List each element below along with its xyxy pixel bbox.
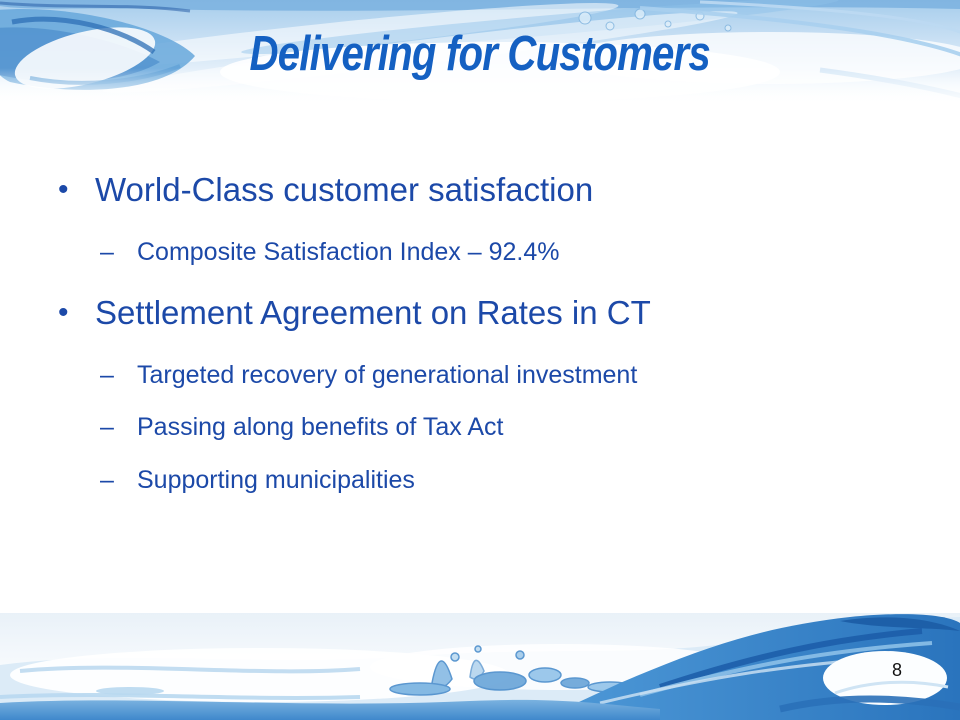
bullet-item: • Settlement Agreement on Rates in CT [58,295,651,331]
bullet-dot: • [58,173,69,206]
bullet-dash: – [100,238,114,266]
sub-bullet-text: Supporting municipalities [137,466,415,494]
sub-bullet-text: Passing along benefits of Tax Act [137,413,504,441]
bullet-dot: • [58,296,69,329]
page-number: 8 [891,660,902,680]
water-art-bottom-svg [0,613,960,720]
bullet-dash: – [100,466,114,494]
bullet-text: World-Class customer satisfaction [95,171,594,208]
sub-bullet-text: Targeted recovery of generational invest… [137,361,638,389]
sub-bullet-text: Composite Satisfaction Index – 92.4% [137,238,560,266]
title-area: Delivering for Customers [0,30,960,79]
sub-bullet-item: – Supporting municipalities [100,465,415,495]
splash-droplets [389,645,633,696]
bullet-dash: – [100,413,114,441]
sub-bullet-item: – Passing along benefits of Tax Act [100,412,503,442]
sub-bullet-item: – Targeted recovery of generational inve… [100,360,637,390]
bullet-dash: – [100,361,114,389]
water-banner-top [0,0,960,108]
slide-title: Delivering for Customers [249,27,711,81]
water-banner-bottom [0,585,960,720]
bullet-text: Settlement Agreement on Rates in CT [95,294,651,331]
bullet-item: • World-Class customer satisfaction [58,172,593,208]
sub-bullet-item: – Composite Satisfaction Index – 92.4% [100,237,559,267]
water-art-top-svg [0,0,960,108]
